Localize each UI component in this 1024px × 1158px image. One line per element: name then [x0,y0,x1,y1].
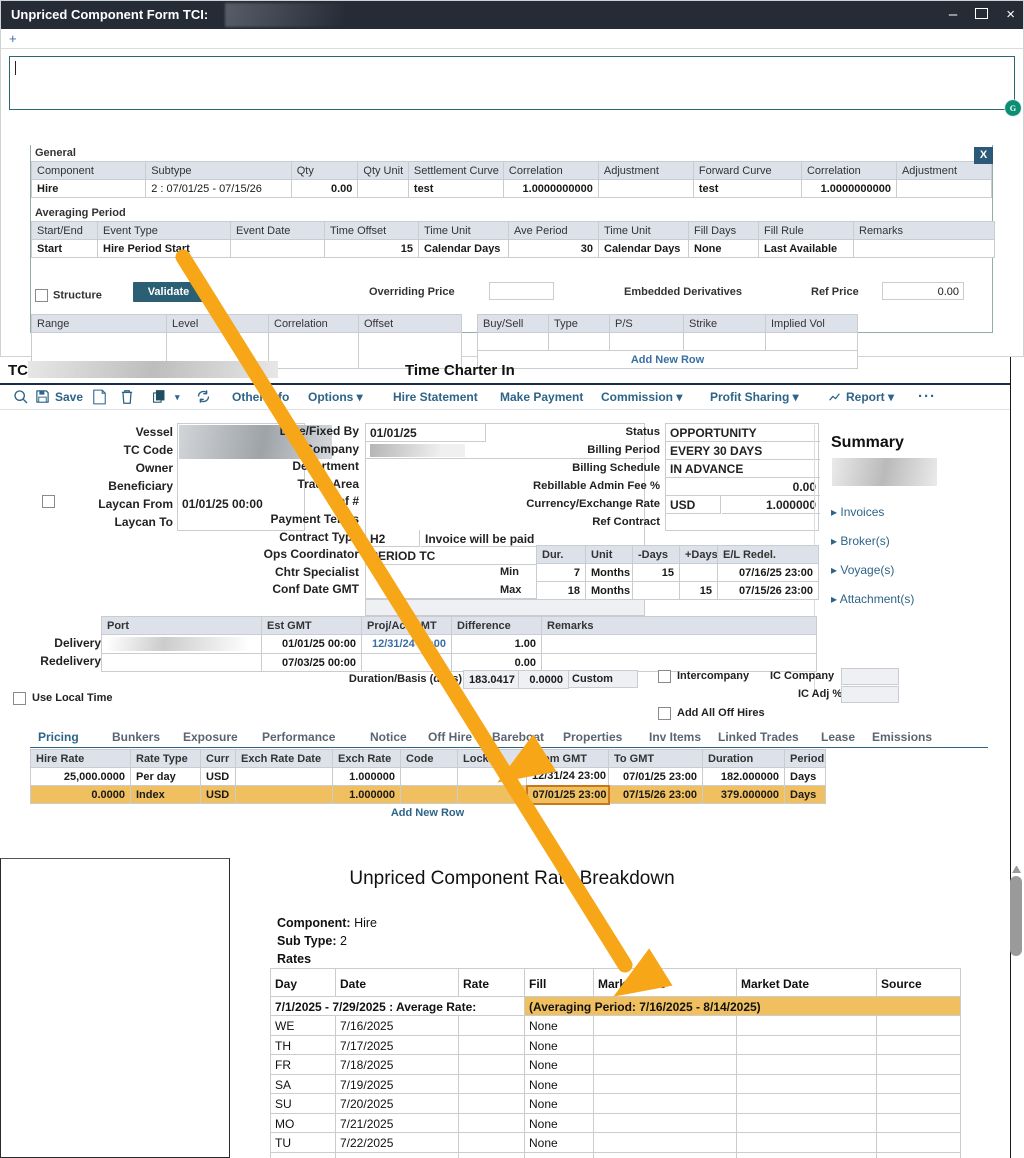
svg-text:G: G [1010,104,1017,113]
